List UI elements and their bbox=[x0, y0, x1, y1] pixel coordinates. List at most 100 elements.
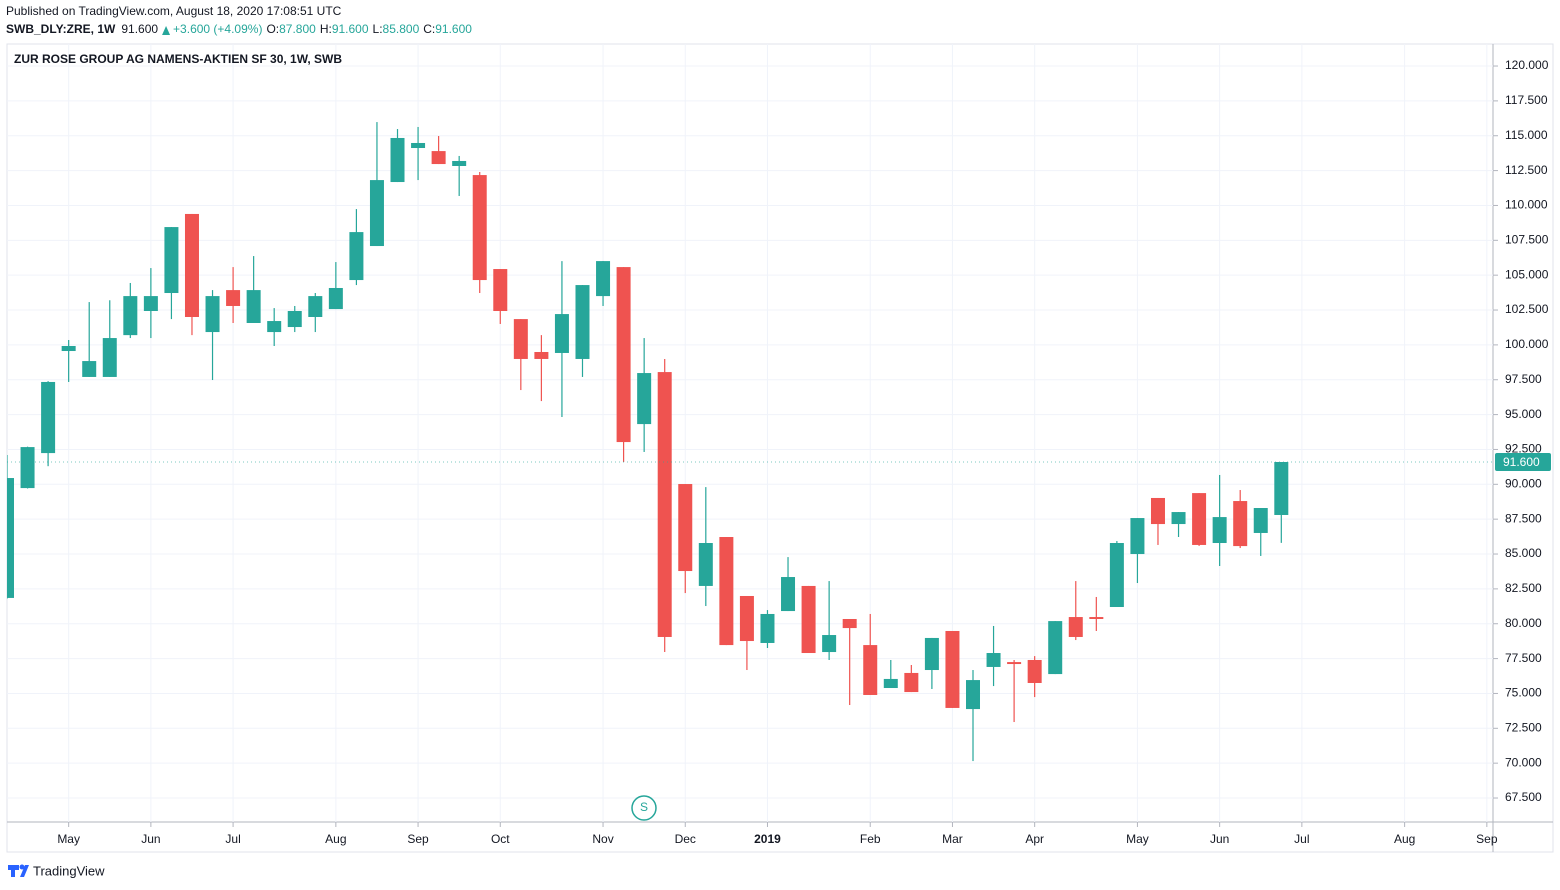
ohlc-value: 91.600 bbox=[332, 22, 369, 36]
y-tick-label: 90.000 bbox=[1505, 476, 1542, 490]
candle-body bbox=[1253, 508, 1268, 533]
candle-body bbox=[390, 137, 405, 183]
y-tick-label: 92.500 bbox=[1505, 442, 1542, 456]
candle-body bbox=[924, 637, 939, 671]
x-tick-label: Jun bbox=[1210, 832, 1229, 846]
candle-body bbox=[493, 269, 508, 312]
candle-body bbox=[20, 447, 35, 489]
last-price-label: 91.600 bbox=[1503, 455, 1540, 469]
last-price-box bbox=[1495, 453, 1551, 472]
candle-body bbox=[246, 290, 261, 323]
ohlc-value: 87.800 bbox=[279, 22, 316, 36]
y-tick-label: 72.500 bbox=[1505, 720, 1542, 734]
candle-body bbox=[349, 232, 364, 281]
candle-body bbox=[986, 653, 1001, 667]
y-tick-label: 67.500 bbox=[1505, 790, 1542, 804]
x-tick-label: May bbox=[1126, 832, 1149, 846]
candle-body bbox=[883, 678, 898, 689]
candle-body bbox=[1089, 617, 1104, 619]
split-marker[interactable] bbox=[631, 795, 657, 821]
y-tick-label: 80.000 bbox=[1505, 616, 1542, 630]
price-change: +3.600 (+4.09%) bbox=[173, 22, 262, 36]
x-tick-label: Jun bbox=[141, 832, 160, 846]
candle-body bbox=[1068, 617, 1083, 637]
candle-body bbox=[452, 160, 467, 166]
ohlc-label: H: bbox=[320, 22, 332, 36]
candle-body bbox=[596, 261, 611, 297]
candle-body bbox=[1109, 543, 1124, 608]
y-tick-label: 105.000 bbox=[1505, 267, 1549, 281]
published-text: Published on TradingView.com, August 18,… bbox=[6, 4, 342, 18]
candle-body bbox=[411, 142, 426, 149]
candle-body bbox=[41, 381, 56, 454]
candle-body bbox=[431, 151, 446, 165]
candle-body bbox=[1212, 517, 1227, 544]
brand-logo bbox=[8, 864, 29, 877]
y-tick-label: 82.500 bbox=[1505, 581, 1542, 595]
candle-body bbox=[1233, 501, 1248, 547]
candle-body bbox=[575, 285, 590, 359]
split-marker-label: S bbox=[640, 800, 648, 814]
candle-body bbox=[1130, 518, 1145, 555]
candle-body bbox=[616, 267, 631, 443]
candle-body bbox=[760, 613, 775, 643]
x-tick-label: Aug bbox=[1394, 832, 1415, 846]
candle-body bbox=[123, 296, 138, 336]
candle-body bbox=[904, 672, 919, 693]
candle-body bbox=[1192, 493, 1207, 545]
candle-body bbox=[143, 296, 158, 312]
y-tick-label: 120.000 bbox=[1505, 58, 1549, 72]
candle-body bbox=[1007, 662, 1022, 665]
candle-body bbox=[205, 296, 220, 333]
y-tick-label: 110.000 bbox=[1505, 198, 1548, 212]
candle-body bbox=[842, 618, 857, 629]
candle-body bbox=[7, 478, 14, 598]
x-tick-label: Sep bbox=[1476, 832, 1498, 846]
candle-body bbox=[945, 630, 960, 708]
candle-body bbox=[719, 537, 734, 646]
candle-body bbox=[267, 321, 282, 333]
ohlc-value: 91.600 bbox=[435, 22, 472, 36]
y-tick-label: 107.500 bbox=[1505, 232, 1549, 246]
x-tick-label: Apr bbox=[1025, 832, 1044, 846]
x-tick-label: Mar bbox=[942, 832, 963, 846]
candle-body bbox=[739, 595, 754, 642]
candle-body bbox=[1027, 659, 1042, 683]
candle-body bbox=[1274, 462, 1289, 515]
x-tick-label: Jul bbox=[1294, 832, 1309, 846]
candle-body bbox=[698, 543, 713, 586]
candle-body bbox=[61, 345, 76, 352]
candle-body bbox=[781, 577, 796, 612]
x-tick-label: Dec bbox=[675, 832, 696, 846]
candle-body bbox=[82, 361, 97, 377]
candle-body bbox=[328, 287, 343, 310]
y-tick-label: 117.500 bbox=[1505, 93, 1548, 107]
candle-body bbox=[657, 372, 672, 637]
brand-name: TradingView bbox=[33, 863, 105, 878]
candle-body bbox=[164, 227, 179, 294]
candle-body bbox=[678, 484, 693, 572]
symbol: SWB_DLY:ZRE, 1W bbox=[6, 22, 116, 36]
ohlc-label: L: bbox=[373, 22, 383, 36]
candle-body bbox=[801, 585, 816, 654]
ohlc-label: O: bbox=[266, 22, 279, 36]
y-tick-label: 70.000 bbox=[1505, 755, 1542, 769]
x-tick-label: 2019 bbox=[754, 832, 781, 846]
candle-body bbox=[534, 351, 549, 359]
candle-body bbox=[822, 635, 837, 653]
y-tick-label: 112.500 bbox=[1505, 163, 1548, 177]
candle-body bbox=[554, 314, 569, 353]
candle-body bbox=[287, 311, 302, 328]
ohlc-label: C: bbox=[423, 22, 435, 36]
chart-title: ZUR ROSE GROUP AG NAMENS-AKTIEN SF 30, 1… bbox=[14, 52, 342, 66]
x-tick-label: Feb bbox=[860, 832, 881, 846]
x-tick-label: May bbox=[57, 832, 80, 846]
y-tick-label: 95.000 bbox=[1505, 407, 1542, 421]
x-tick-label: Aug bbox=[325, 832, 346, 846]
last-price: 91.600 bbox=[121, 22, 158, 36]
up-arrow bbox=[162, 26, 171, 35]
candle-body bbox=[1048, 621, 1063, 675]
y-tick-label: 115.000 bbox=[1505, 128, 1548, 142]
candle-body bbox=[369, 180, 384, 247]
